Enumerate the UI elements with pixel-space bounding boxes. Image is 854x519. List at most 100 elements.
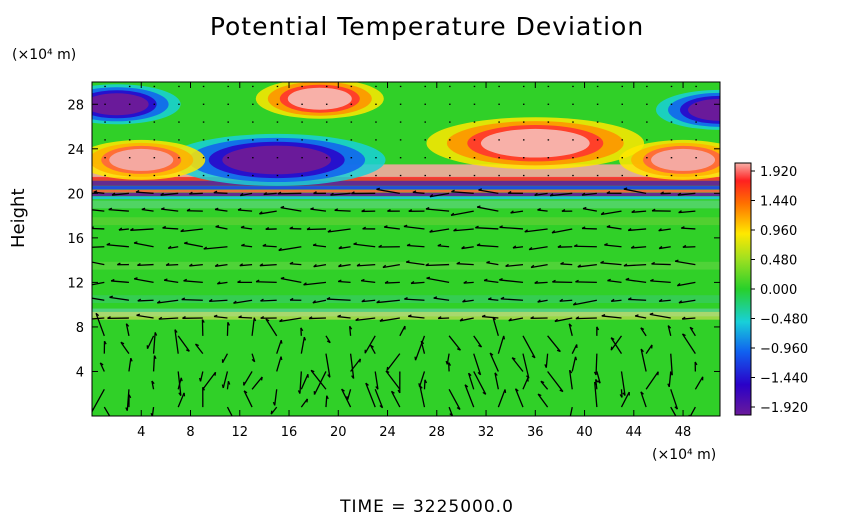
wind-vector-head: [125, 323, 130, 327]
wind-vector: [577, 263, 597, 268]
wind-vector-head: [406, 243, 411, 247]
wind-vector: [337, 315, 351, 319]
wind-vector-head: [651, 208, 656, 212]
wind-vector-head: [355, 317, 359, 321]
wind-vector: [537, 393, 549, 408]
wind-vector: [560, 263, 573, 266]
wind-vector: [141, 208, 154, 212]
wind-vector-head: [510, 210, 514, 214]
wind-vector: [623, 263, 647, 267]
wind-vector: [133, 242, 154, 248]
wind-vector: [125, 323, 130, 336]
wind-vector: [540, 380, 549, 390]
wind-vector-head: [503, 335, 506, 340]
wind-vector: [640, 391, 647, 408]
wind-vector: [300, 336, 305, 354]
field-layer-band: [92, 189, 720, 193]
wind-vector-head: [95, 312, 100, 317]
wind-vector-head: [500, 296, 505, 300]
wind-vector-head: [622, 392, 626, 396]
wind-vector: [595, 353, 598, 376]
wind-vector-head: [130, 227, 134, 231]
x-tick-label: 36: [527, 425, 544, 440]
wind-vector-head: [289, 297, 294, 301]
wind-vector-head: [280, 205, 285, 209]
wind-vector: [137, 299, 154, 302]
wind-vector: [213, 315, 228, 319]
wind-vector: [406, 261, 425, 266]
wind-vector: [251, 317, 255, 336]
wind-vector: [575, 281, 597, 284]
wind-vector-head: [260, 376, 263, 381]
wind-vector-head: [237, 207, 242, 211]
wind-vector: [166, 263, 179, 266]
wind-vector: [157, 299, 179, 304]
wind-vector: [667, 325, 672, 336]
wind-vector-head: [303, 336, 307, 341]
wind-vector: [473, 371, 487, 395]
wind-vector-head: [478, 344, 482, 348]
wind-vector-head: [111, 192, 116, 196]
wind-vector-head: [489, 352, 494, 356]
wind-vector-head: [349, 325, 353, 330]
wind-vector: [505, 263, 524, 267]
wind-vector-head: [552, 279, 556, 283]
wind-vector: [620, 371, 626, 396]
wind-vector-head: [237, 280, 241, 283]
wind-vector: [568, 370, 573, 390]
wind-vector: [215, 226, 228, 230]
wind-vector: [675, 260, 696, 266]
wind-vector-head: [185, 349, 190, 352]
wind-vector-head: [512, 245, 517, 249]
wind-vector: [534, 192, 548, 197]
anomaly-contour: [222, 145, 332, 175]
colorbar-labels: 1.920 1.440 0.960 0.480 0.000 −0.480 −0.960 −1.…: [751, 165, 808, 416]
wind-vector-head: [475, 225, 479, 229]
wind-vector: [510, 210, 524, 214]
wind-vector: [92, 227, 105, 230]
wind-vector-head: [289, 261, 294, 265]
wind-vector-head: [310, 207, 314, 210]
wind-vector-head: [540, 380, 545, 384]
wind-vector-head: [575, 316, 580, 320]
colorbar: [734, 162, 752, 416]
wind-vector: [571, 356, 577, 372]
wind-vector-head: [658, 228, 662, 232]
field-layer: [92, 82, 720, 416]
wind-vector-head: [99, 362, 104, 366]
wind-vector: [279, 317, 302, 323]
wind-vector-head: [279, 318, 283, 323]
wind-vector-head: [163, 278, 168, 281]
wind-vector-head: [437, 316, 442, 320]
wind-vector-head: [556, 349, 561, 353]
wind-vector-head: [678, 300, 683, 304]
wind-vector-head: [213, 190, 218, 194]
wind-vector: [600, 262, 622, 266]
x-tick-label: 48: [675, 425, 692, 440]
wind-vector-head: [574, 356, 578, 361]
wind-vector: [635, 315, 647, 319]
wind-vector-head: [213, 314, 218, 318]
wind-vector: [631, 246, 647, 249]
y-tick-label: 12: [67, 276, 84, 291]
wind-vector-head: [549, 193, 554, 197]
wind-vector: [361, 299, 376, 303]
wind-vector: [658, 228, 671, 232]
wind-vector-head: [658, 245, 663, 250]
wind-vector: [177, 371, 182, 396]
wind-vector-head: [260, 315, 265, 319]
wind-vector-head: [88, 283, 91, 285]
wind-vector: [681, 227, 696, 230]
wind-vector: [349, 326, 352, 336]
wind-vector-head: [534, 192, 538, 196]
wind-vector: [450, 210, 474, 217]
wind-vector: [130, 228, 154, 231]
wind-vector: [607, 280, 622, 284]
wind-vector: [437, 245, 450, 248]
wind-vector-head: [239, 192, 244, 197]
wind-vector: [194, 343, 204, 355]
wind-vector: [177, 335, 190, 352]
wind-vector-head: [243, 390, 248, 394]
wind-vector-head: [597, 380, 601, 384]
wind-vector: [263, 192, 277, 196]
